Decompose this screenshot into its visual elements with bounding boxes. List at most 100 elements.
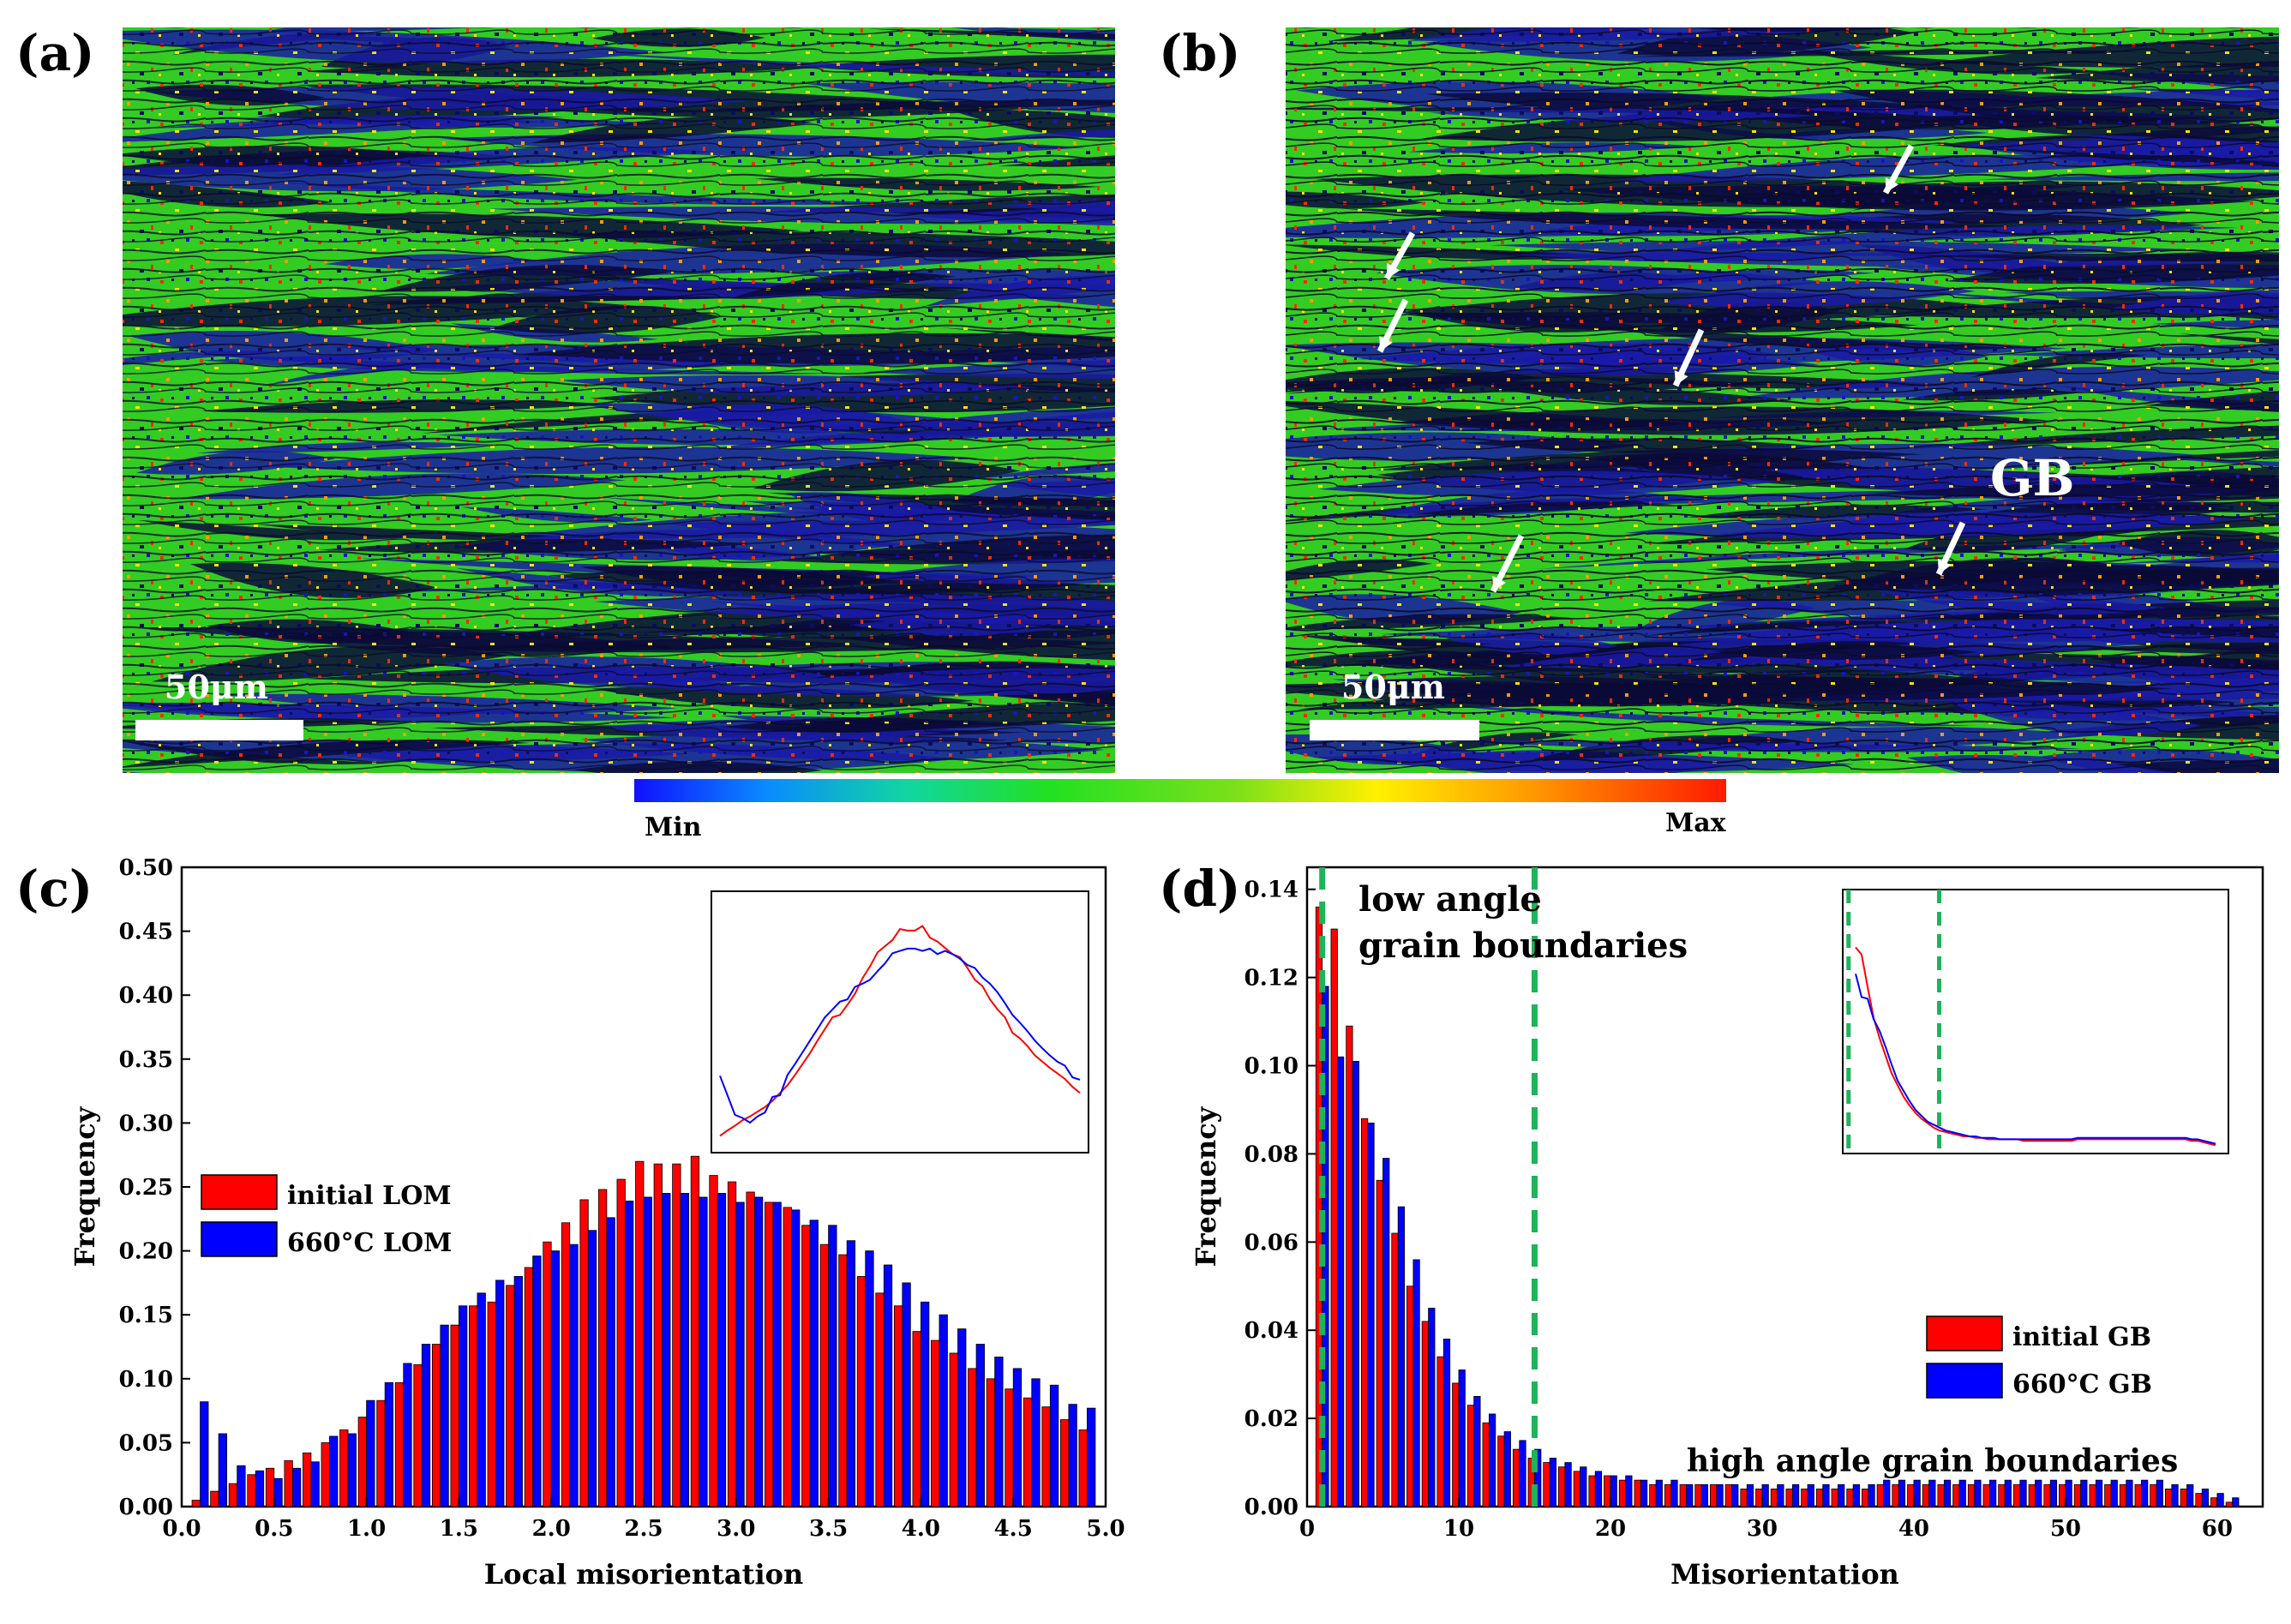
bar [1421,1321,1429,1507]
bar [1791,1483,1800,1507]
inset-curve [1855,973,2216,1145]
x-tick-label: 40 [1898,1516,1929,1542]
bar [1852,1483,1860,1507]
bar [469,1305,478,1507]
bar [1868,1483,1875,1507]
bar [384,1381,394,1507]
bar [303,1452,312,1507]
gb-label: GB [1990,449,2075,507]
scale-bar-a-label: 50μm [165,668,268,706]
bar [273,1477,283,1507]
legend-swatch [201,1174,278,1210]
bar [543,1241,552,1507]
bar [1442,1339,1451,1507]
y-tick-label: 0.08 [1244,1142,1298,1167]
bar [1777,1483,1784,1507]
bar [431,1344,441,1507]
bar [413,1363,423,1507]
bar [883,1264,893,1507]
bar [986,1378,996,1507]
bar [210,1490,219,1507]
x-tick-label: 2.0 [532,1516,571,1542]
bar [1898,1479,1906,1507]
bar [366,1399,375,1507]
bar [191,1500,201,1507]
bar [1892,1483,1899,1507]
bar [2156,1479,2163,1507]
bar [587,1230,597,1507]
bar [218,1433,228,1507]
bar [643,1196,652,1507]
bar [2104,1483,2112,1507]
x-tick-label: 2.5 [624,1516,663,1542]
y-tick-label: 0.05 [119,1430,173,1456]
bar [2171,1483,2179,1507]
bar [357,1417,367,1507]
bar [2201,1489,2210,1507]
y-tick-label: 0.15 [119,1303,173,1328]
bar [1801,1489,1808,1507]
bar [1519,1440,1526,1507]
y-tick-label: 0.35 [119,1047,173,1073]
bar [200,1401,209,1507]
bar [450,1324,459,1507]
panel-a-label: (a) [15,24,94,82]
x-tick-label: 5.0 [1086,1516,1125,1542]
bar [1543,1462,1550,1507]
y-tick-label: 0.04 [1244,1318,1298,1344]
y-tick-label: 0.10 [1244,1054,1298,1080]
legend-swatch [1926,1315,2003,1351]
bar [2073,1483,2082,1507]
bar [2141,1479,2149,1507]
bar [2216,1493,2224,1507]
y-tick-label: 0.50 [119,855,173,881]
bar [672,1163,681,1507]
bar [550,1250,561,1507]
bar [1922,1483,1930,1507]
bar [1724,1483,1732,1507]
inset-curve [1855,946,2216,1147]
bar [1943,1479,1952,1507]
annotation-grain-boundaries: grain boundaries [1358,926,1688,966]
arrow-head [1885,177,1899,193]
bar [931,1339,940,1507]
bar [1497,1435,1505,1507]
bar [606,1217,615,1507]
bar [1761,1483,1769,1507]
bar [791,1209,801,1507]
panel-c-label: (c) [15,860,93,918]
bar [662,1193,671,1507]
bar [772,1202,782,1507]
bar [1458,1369,1466,1507]
bar [1031,1378,1041,1507]
bar [1059,1419,1070,1507]
bar [376,1399,386,1507]
bar [801,1225,811,1507]
legend-label: 660°C GB [2012,1369,2152,1399]
bar [727,1181,737,1507]
bar [310,1461,320,1507]
bar [1005,1388,1014,1507]
bar [1452,1382,1460,1507]
x-tick-label: 0 [1299,1516,1315,1542]
bar [975,1344,985,1507]
x-tick-label: 4.0 [902,1516,940,1542]
bar [1634,1479,1641,1507]
x-tick-label: 30 [1747,1516,1778,1542]
bar [625,1201,634,1507]
bar [1746,1483,1754,1507]
bar [1655,1479,1663,1507]
bar [809,1219,819,1507]
bar [1815,1489,1824,1507]
bar [1846,1489,1854,1507]
bar [1664,1483,1672,1507]
legend-swatch [201,1221,278,1257]
bar [2195,1493,2203,1507]
inset-frame [1842,889,2229,1154]
bar [2059,1483,2066,1507]
bar [2210,1497,2218,1507]
bar [2186,1483,2194,1507]
bar [1755,1489,1763,1507]
bar [1391,1232,1399,1507]
arrow-head [1492,576,1506,591]
